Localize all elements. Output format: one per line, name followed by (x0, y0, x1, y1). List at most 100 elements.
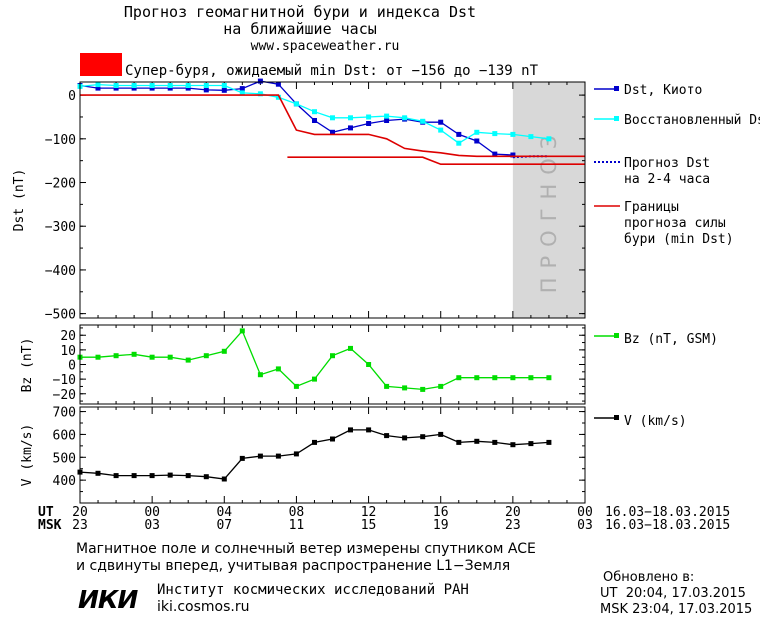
data-point (239, 86, 245, 92)
data-point (275, 94, 281, 100)
y-tick-label: 500 (53, 451, 76, 466)
data-point (113, 83, 119, 88)
alert-swatch (80, 53, 122, 76)
data-point (438, 119, 444, 125)
legend-dst-kyoto: Dst, Киото (624, 83, 702, 98)
updated-msk: MSK 23:04, 17.03.2015 (600, 602, 752, 617)
data-point (528, 134, 534, 140)
data-point (293, 451, 299, 457)
forecast-band (512, 82, 585, 318)
data-point (239, 90, 245, 96)
data-point (438, 431, 444, 437)
data-point (95, 470, 101, 476)
msk-tick-label: 03 (144, 518, 160, 533)
data-point (510, 442, 516, 448)
ut-tick-label: 20 (505, 505, 521, 520)
data-point (546, 375, 552, 381)
data-point (474, 438, 480, 444)
data-point (456, 131, 462, 137)
data-point (293, 101, 299, 107)
data-point (348, 125, 353, 131)
forecast-label: ПРОГНОЗ (537, 127, 561, 294)
y-tick-label: 400 (53, 474, 76, 489)
y-tick-label: 700 (53, 406, 76, 421)
data-point (456, 439, 462, 445)
data-point (546, 439, 552, 445)
updated-ut: UT 20:04, 17.03.2015 (600, 586, 746, 601)
ut-axis-label: UT (38, 505, 54, 520)
bz-frame (79, 324, 586, 405)
data-point (185, 473, 191, 479)
data-point (113, 473, 119, 479)
note-line2: и сдвинуты вперед, учитывая распростране… (76, 558, 510, 574)
data-point (438, 127, 444, 133)
data-point (510, 375, 516, 381)
data-point (149, 83, 155, 88)
legend-bz: Bz (nT, GSM) (624, 332, 718, 347)
data-point (384, 113, 390, 119)
msk-tick-label: 11 (289, 518, 305, 533)
msk-tick-label: 23 (505, 518, 521, 533)
date-range-ut: 16.03−18.03.2015 (605, 505, 730, 520)
msk-tick-label: 03 (577, 518, 593, 533)
bz-ylabel: Bz (nT) (20, 338, 35, 393)
ut-tick-label: 12 (361, 505, 377, 520)
data-point (221, 476, 227, 482)
data-point (203, 353, 209, 359)
series-line-2-0 (79, 429, 549, 480)
data-point (474, 375, 480, 381)
y-tick-label: 0 (68, 359, 76, 374)
data-point (492, 151, 498, 157)
data-point (149, 85, 155, 91)
y-tick-label: 20 (60, 329, 76, 344)
legend: Dst, Киото Восстановленный Dst Прогноз D… (594, 83, 760, 429)
dst-ylabel: Dst (nT) (12, 169, 27, 232)
data-point (366, 121, 372, 126)
ut-tick-label: 00 (577, 505, 593, 520)
panel-dst: ПРОГНОЗ 0 −100 −200 −300 −400 −500 Dst (nT) (12, 78, 586, 323)
msk-tick-label: 15 (361, 518, 377, 533)
data-point (113, 85, 119, 91)
data-point (293, 383, 299, 389)
data-point (113, 353, 119, 359)
data-point (185, 85, 191, 91)
ut-tick-label: 08 (289, 505, 305, 520)
institute-site[interactable]: iki.cosmos.ru (157, 599, 249, 615)
data-point (257, 453, 263, 459)
data-point (312, 439, 317, 445)
website-link[interactable]: www.spaceweather.ru (251, 39, 400, 54)
data-point (167, 472, 173, 478)
y-tick-label: −300 (45, 220, 76, 235)
data-point (131, 83, 137, 88)
v-frame (79, 406, 586, 504)
data-point (330, 115, 335, 121)
data-point (239, 328, 245, 334)
data-point (456, 140, 462, 146)
data-point (474, 129, 480, 135)
data-point (167, 354, 173, 360)
msk-tick-label: 07 (216, 518, 232, 533)
data-point (330, 129, 335, 135)
data-point (312, 118, 317, 123)
data-point (546, 136, 552, 142)
data-point (366, 427, 372, 433)
alert-text: Супер-буря, ожидаемый min Dst: от −156 д… (125, 63, 539, 79)
data-point (312, 109, 317, 115)
data-point (257, 78, 263, 84)
msk-tick-label: 19 (433, 518, 449, 533)
data-point (420, 434, 426, 440)
y-tick-label: −100 (45, 133, 76, 148)
data-point (221, 348, 227, 354)
y-tick-label: −400 (45, 264, 76, 279)
data-point (528, 375, 534, 381)
data-point (510, 131, 516, 137)
institute-name: Институт космических исследований РАН (157, 582, 469, 598)
data-point (510, 152, 516, 158)
data-point (348, 115, 353, 121)
data-point (149, 354, 155, 360)
data-point (474, 138, 480, 144)
data-point (492, 375, 498, 381)
ut-tick-label: 20 (72, 505, 88, 520)
data-point (402, 385, 408, 391)
